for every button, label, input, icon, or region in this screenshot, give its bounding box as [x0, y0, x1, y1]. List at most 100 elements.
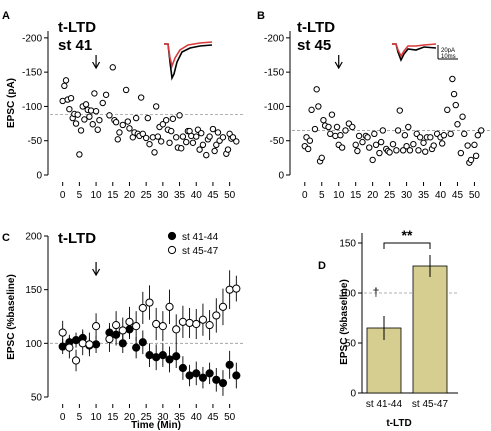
panel-b-data-point: [452, 101, 459, 109]
panel-c-xtick-label: 20: [124, 412, 136, 423]
panel-a-data-point: [159, 121, 167, 128]
panel-b-xtick-label: 0: [302, 190, 308, 201]
panel-b-data-point: [440, 132, 448, 139]
panel-b-data-point: [410, 140, 417, 148]
panel-d-xlabel: t-LTD: [386, 418, 411, 429]
scalebar-y-label: 20pA: [441, 48, 455, 54]
panel-a-data-point: [74, 111, 81, 118]
panel-c-xtick-label: 10: [91, 412, 103, 423]
panel-a-data-point: [61, 82, 68, 90]
panel-a-data-point: [233, 138, 240, 145]
panel-c-ytick-label: 200: [25, 232, 42, 243]
panel-b-data-point: [422, 148, 429, 155]
panel-c-point-series2: [205, 320, 214, 330]
panel-b-data-point: [447, 130, 454, 138]
panel-a-xtick-label: 40: [191, 190, 203, 201]
panel-b-data-point: [430, 142, 437, 149]
panel-b-data-point: [354, 147, 361, 155]
panel-b-data-point: [416, 134, 424, 141]
panel-c-point-series1: [198, 373, 208, 382]
panel-b-xtick-label: 5: [319, 190, 325, 201]
panel-b-data-point: [320, 116, 327, 124]
panel-a-data-point: [152, 103, 160, 110]
panel-a-inset-trace: [164, 41, 213, 81]
panel-b-data-point: [364, 134, 371, 141]
panel-c-point-series2: [232, 284, 241, 293]
panel-c-point-series1: [158, 351, 167, 360]
panel-b-data-point: [366, 144, 373, 151]
panel-a-xtick-label: 25: [141, 190, 153, 201]
panel-c-point-series1: [112, 330, 121, 339]
panel-b-ytick-label: -150: [264, 68, 284, 79]
panel-c-xtick-label: 50: [224, 412, 236, 423]
panel-b-ytick-label: -100: [264, 102, 284, 113]
panel-b-data-point: [454, 121, 461, 128]
panel-c-point-series1: [132, 343, 141, 352]
panel-a-data-point: [89, 121, 96, 128]
panel-b-data-point: [478, 127, 485, 134]
panel-d-bar: [412, 265, 448, 394]
panel-b-data-point: [461, 130, 468, 138]
panel-c-xtick-label: 25: [141, 412, 153, 423]
panel-a-data-point: [214, 129, 222, 136]
panel-c-point-series1: [172, 352, 181, 361]
panel-c-title: t-LTD: [58, 230, 96, 247]
panel-c-legend: st 41-44 st 45-47: [167, 231, 219, 257]
panel-a-data-point: [169, 115, 177, 122]
panel-a-data-point: [224, 146, 232, 153]
panel-a-data-point: [137, 94, 145, 101]
panel-c-xtick-label: 5: [77, 412, 83, 423]
panel-a-data-point: [102, 91, 110, 98]
panel-d-category-label: st 41-44: [366, 399, 403, 410]
panel-c-point-series1: [71, 336, 81, 345]
panel-b-data-point: [352, 141, 359, 149]
panel-a-data-point: [106, 112, 113, 119]
panel-c-ytick-label: 150: [25, 285, 42, 296]
panel-d-significance-label: **: [402, 227, 413, 243]
panel-a-data-point: [94, 126, 101, 133]
panel-a-data-point: [168, 127, 175, 135]
panel-a-data-point: [76, 151, 83, 158]
panel-d-significance-bracket: [383, 242, 431, 249]
panel-b-data-point: [467, 156, 475, 164]
panel-a-data-point: [157, 138, 165, 145]
panel-b-data-point: [318, 154, 325, 162]
panel-c-point-series1: [185, 371, 194, 380]
scalebar-x-label: 10ms: [441, 54, 456, 60]
panel-b-data-point: [359, 138, 366, 146]
panel-c-point-series1: [232, 371, 241, 380]
panel-b-ytick-label: -50: [270, 136, 285, 147]
panel-a-data-point: [213, 141, 220, 149]
panel-a-data-point: [142, 134, 150, 142]
panel-a-ytick-label: -50: [28, 136, 43, 147]
panel-c-point-series1: [138, 338, 147, 347]
panel-a-data-point: [199, 141, 207, 149]
panel-c-point-series1: [205, 369, 214, 378]
panel-b-data-point: [332, 132, 339, 140]
panel-b-data-point: [464, 142, 471, 149]
panel-c-point-series1: [118, 339, 127, 348]
panel-b-xtick-label: 30: [401, 190, 413, 201]
panel-c-point-series2: [71, 356, 81, 365]
panel-a-xtick-label: 5: [77, 190, 83, 201]
panel-a-data-point: [203, 151, 210, 159]
panel-d-bar: [366, 327, 402, 394]
panel-c-point-series1: [58, 342, 67, 351]
panel-c-point-series2: [225, 285, 234, 294]
panel-c-point-series2: [65, 343, 74, 352]
panel-b-scalebar: 20pA 10ms: [437, 45, 458, 60]
panel-a-data-point: [62, 77, 70, 84]
panel-a-data-point: [139, 130, 147, 138]
panel-c-xtick-label: 40: [191, 412, 203, 423]
panel-a-xtick-label: 35: [174, 190, 186, 201]
panel-a-data-point: [119, 121, 126, 129]
panel-b-xtick-label: 50: [469, 190, 481, 201]
panel-b-data-point: [389, 140, 397, 148]
panel-c-point-series2: [145, 298, 154, 307]
panel-b-data-point: [396, 107, 403, 114]
panel-b-xtick-label: 10: [333, 190, 345, 201]
panel-c-ytick-label: 100: [25, 339, 42, 350]
panel-c-point-series2: [138, 303, 147, 313]
panel-a-data-point: [66, 105, 73, 113]
panel-a-data-point: [198, 129, 205, 137]
